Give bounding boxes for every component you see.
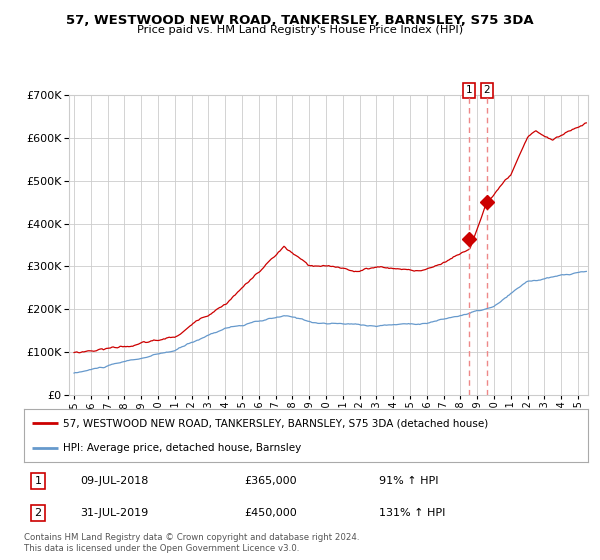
Text: 2: 2 (35, 508, 41, 518)
Text: 2: 2 (484, 85, 490, 95)
Text: HPI: Average price, detached house, Barnsley: HPI: Average price, detached house, Barn… (64, 442, 302, 452)
Text: £450,000: £450,000 (244, 508, 297, 518)
Text: 57, WESTWOOD NEW ROAD, TANKERSLEY, BARNSLEY, S75 3DA: 57, WESTWOOD NEW ROAD, TANKERSLEY, BARNS… (66, 14, 534, 27)
Text: 57, WESTWOOD NEW ROAD, TANKERSLEY, BARNSLEY, S75 3DA (detached house): 57, WESTWOOD NEW ROAD, TANKERSLEY, BARNS… (64, 418, 489, 428)
Text: 31-JUL-2019: 31-JUL-2019 (80, 508, 149, 518)
Text: £365,000: £365,000 (244, 476, 296, 486)
Text: Price paid vs. HM Land Registry's House Price Index (HPI): Price paid vs. HM Land Registry's House … (137, 25, 463, 35)
Text: 09-JUL-2018: 09-JUL-2018 (80, 476, 149, 486)
Text: 91% ↑ HPI: 91% ↑ HPI (379, 476, 439, 486)
Text: 131% ↑ HPI: 131% ↑ HPI (379, 508, 446, 518)
Text: Contains HM Land Registry data © Crown copyright and database right 2024.
This d: Contains HM Land Registry data © Crown c… (24, 533, 359, 553)
Text: 1: 1 (466, 85, 473, 95)
Text: 1: 1 (35, 476, 41, 486)
